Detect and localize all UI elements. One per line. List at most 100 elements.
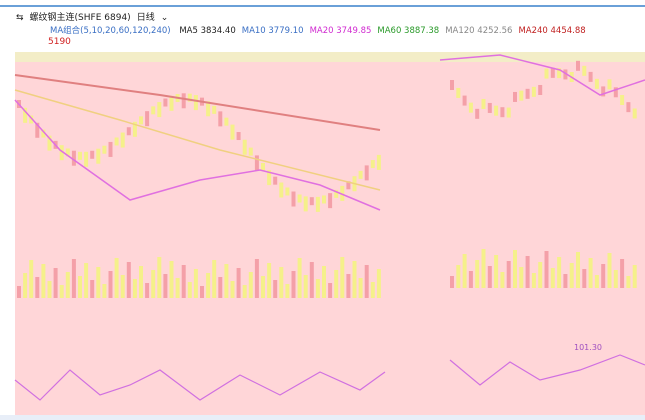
decor-bar [169,261,174,298]
decor-bar [303,196,308,212]
switch-icon[interactable]: ⇆ [16,13,24,23]
ma-legend-item: MA240 4454.88 [518,26,586,36]
period-select[interactable]: 日线 [136,13,155,23]
ma-legend-item: MA20 3749.85 [309,26,372,36]
decor-bar [494,255,499,288]
decor-bar [114,137,119,146]
decor-bar [181,93,186,109]
decor-bar [626,276,631,288]
decor-bar [242,139,247,155]
decor-bar [500,107,505,118]
decor-bar [525,256,530,288]
decor-bar [334,270,339,298]
ma-legend-item: MA120 4252.56 [445,26,513,36]
decor-bar [468,102,473,113]
decor-bar [273,176,278,185]
decor-bar [261,276,265,298]
decor-bar [279,182,284,198]
decor-bar [212,105,217,114]
decor-bar [29,260,34,298]
decor-bar [613,270,618,288]
ma-legend-item: MA10 3779.10 [241,26,304,36]
decor-bar [151,106,156,115]
decor-bar [450,80,454,90]
decor-bar [613,87,618,98]
decor-bar [35,277,40,298]
decor-bar [47,135,52,151]
ma-legend: MA组合(5,10,20,60,120,240) MA5 3834.40 MA10… [50,24,592,36]
decor-bar [224,264,229,298]
decor-bar [187,93,192,102]
decor-bar [297,194,302,203]
dropdown-arrow[interactable]: ⌄ [160,13,169,23]
decor-bar [531,86,536,97]
decor-bar [309,197,314,206]
decor-bar [132,121,137,137]
decor-bar [126,127,131,136]
decor-bar [358,170,363,179]
decor-bar [538,262,543,288]
decor-bar [322,266,326,298]
decor-bar [242,285,247,298]
decor-bar [475,260,480,288]
overlay [15,52,645,415]
decor-bar [475,108,480,119]
decor-bar [59,285,64,298]
decor-bar [487,102,492,113]
decor-bar [139,266,143,298]
decor-bar [29,115,34,124]
decor-bar [328,193,333,209]
decor-bar [90,280,95,298]
decor-bar [322,195,326,204]
decor-bar [267,263,272,298]
decor-bar [218,111,223,127]
decor-bar [594,78,599,89]
decor-bar [139,116,143,125]
decor-bar [364,265,369,298]
decor-bar [230,281,235,298]
decor-bar [506,107,511,118]
decor-bar [500,272,505,288]
decor-bar [65,148,70,157]
decor-bar [456,265,461,288]
decor-bar [248,272,253,298]
decor-bar [254,155,259,171]
decor-bar [519,267,524,288]
decor-bar [376,269,381,298]
decor-bar [582,65,587,76]
decor-bar [370,282,375,298]
decor-bar [108,141,113,157]
ma-line [14,99,381,211]
decor-bar [261,162,265,171]
decor-bar [569,263,574,288]
decor-bar [346,181,351,190]
decor-bar [601,86,606,97]
decor-bar [456,87,461,98]
decor-bar [607,79,612,90]
decor-bar [163,98,168,107]
decor-bar [487,266,492,288]
decor-bar [236,132,241,141]
decor-bar [563,69,568,80]
decor-bar [212,260,217,298]
decor-bar [506,261,511,288]
decor-bar [346,274,351,298]
decor-bar [352,261,357,298]
decor-bar [364,165,369,181]
decor-bar [620,95,625,106]
decor-bar [291,191,296,207]
decor-bar [550,268,555,288]
decor-bar [358,278,363,298]
decor-bar [550,67,555,78]
decor-bar [538,84,543,95]
decor-bar [462,254,467,288]
ma-group[interactable]: MA组合(5,10,20,60,120,240) [50,26,171,36]
decor-bar [531,273,536,288]
decor-bar [370,160,375,169]
decor-bar [84,151,89,167]
decor-bar [481,249,486,288]
decor-bar [163,274,168,298]
decor-bar [90,150,95,159]
decor-bar [607,253,612,288]
